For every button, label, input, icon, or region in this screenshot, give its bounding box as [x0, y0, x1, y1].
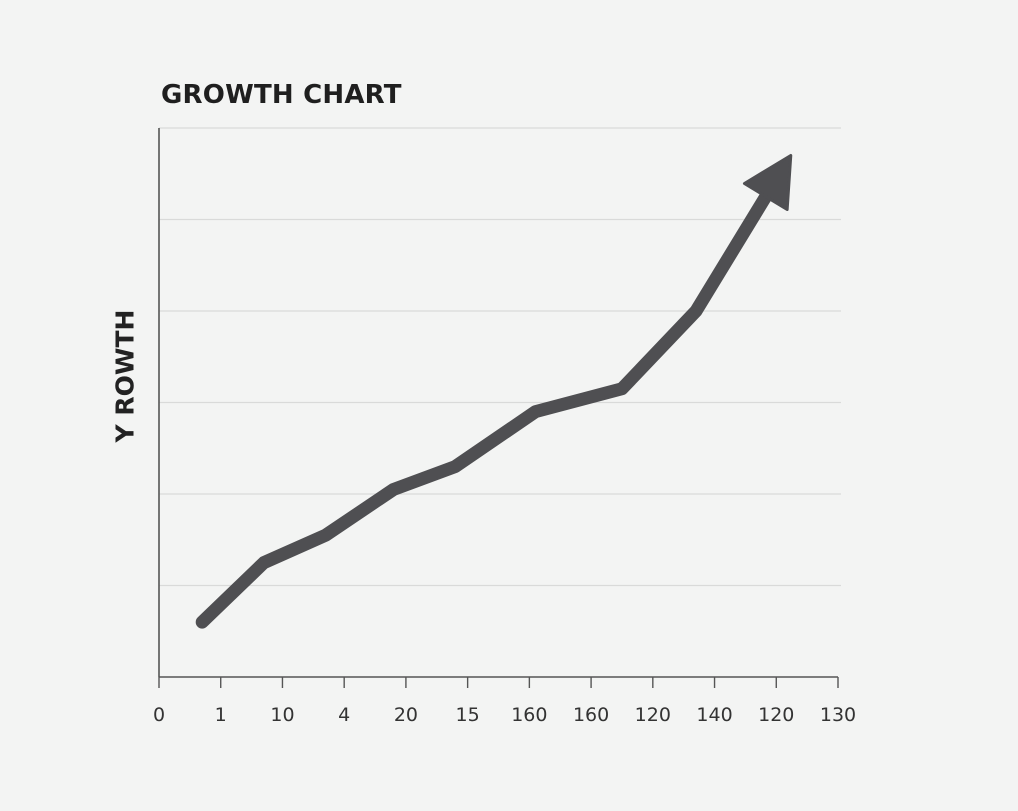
x-tick-label: 4 — [338, 704, 350, 726]
x-tick-label: 140 — [696, 704, 732, 726]
x-tick-label: 15 — [456, 704, 480, 726]
x-tick-label: 0 — [153, 704, 165, 726]
x-tick-label: 20 — [394, 704, 418, 726]
x-tick-label: 10 — [270, 704, 294, 726]
x-tick-label: 160 — [511, 704, 547, 726]
x-tick-label: 130 — [820, 704, 856, 726]
x-tick-label: 120 — [635, 704, 671, 726]
x-tick-label: 120 — [758, 704, 794, 726]
series-layer — [195, 154, 793, 629]
x-axis-ticks: 0 1 10 4 20 15 160 160 120 140 120 130 — [153, 677, 856, 726]
x-tick-label: 1 — [215, 704, 227, 726]
arrowhead-icon — [742, 154, 793, 212]
growth-line — [195, 162, 789, 629]
grid-lines — [159, 127, 841, 587]
axes — [158, 128, 838, 678]
x-tick-label: 160 — [573, 704, 609, 726]
chart-title: GROWTH CHART — [161, 80, 402, 110]
